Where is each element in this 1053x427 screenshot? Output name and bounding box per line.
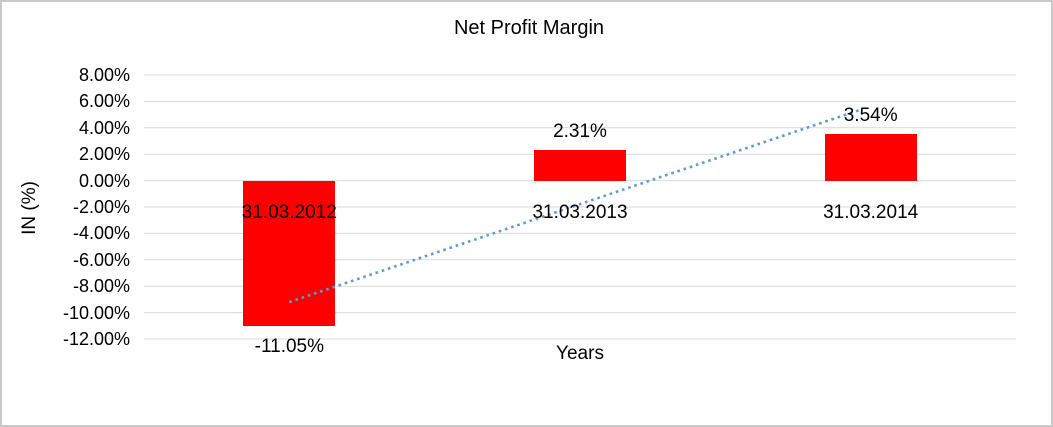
data-label: -11.05% [254, 336, 325, 358]
y-axis-tick-label: -10.00% [62, 302, 130, 323]
y-axis-tick-label: -2.00% [72, 197, 130, 217]
y-axis-tick-label: 4.00% [78, 117, 130, 138]
y-axis-tick-label: 6.00% [78, 91, 130, 112]
y-axis-tick-label: 8.00% [78, 65, 130, 85]
y-axis-title: IN (%) [19, 181, 40, 235]
y-axis-tick-label: -12.00% [62, 329, 130, 349]
y-axis-tick-label: -6.00% [72, 249, 130, 270]
y-axis-tick-label: -8.00% [72, 276, 130, 297]
y-axis-tick-label: 0.00% [78, 170, 130, 191]
y-axis-tick-label: 2.00% [78, 144, 130, 165]
x-axis-title: Years [556, 343, 604, 364]
y-axis-tick-label: -4.00% [72, 223, 130, 244]
chart-title: Net Profit Margin [453, 17, 605, 39]
